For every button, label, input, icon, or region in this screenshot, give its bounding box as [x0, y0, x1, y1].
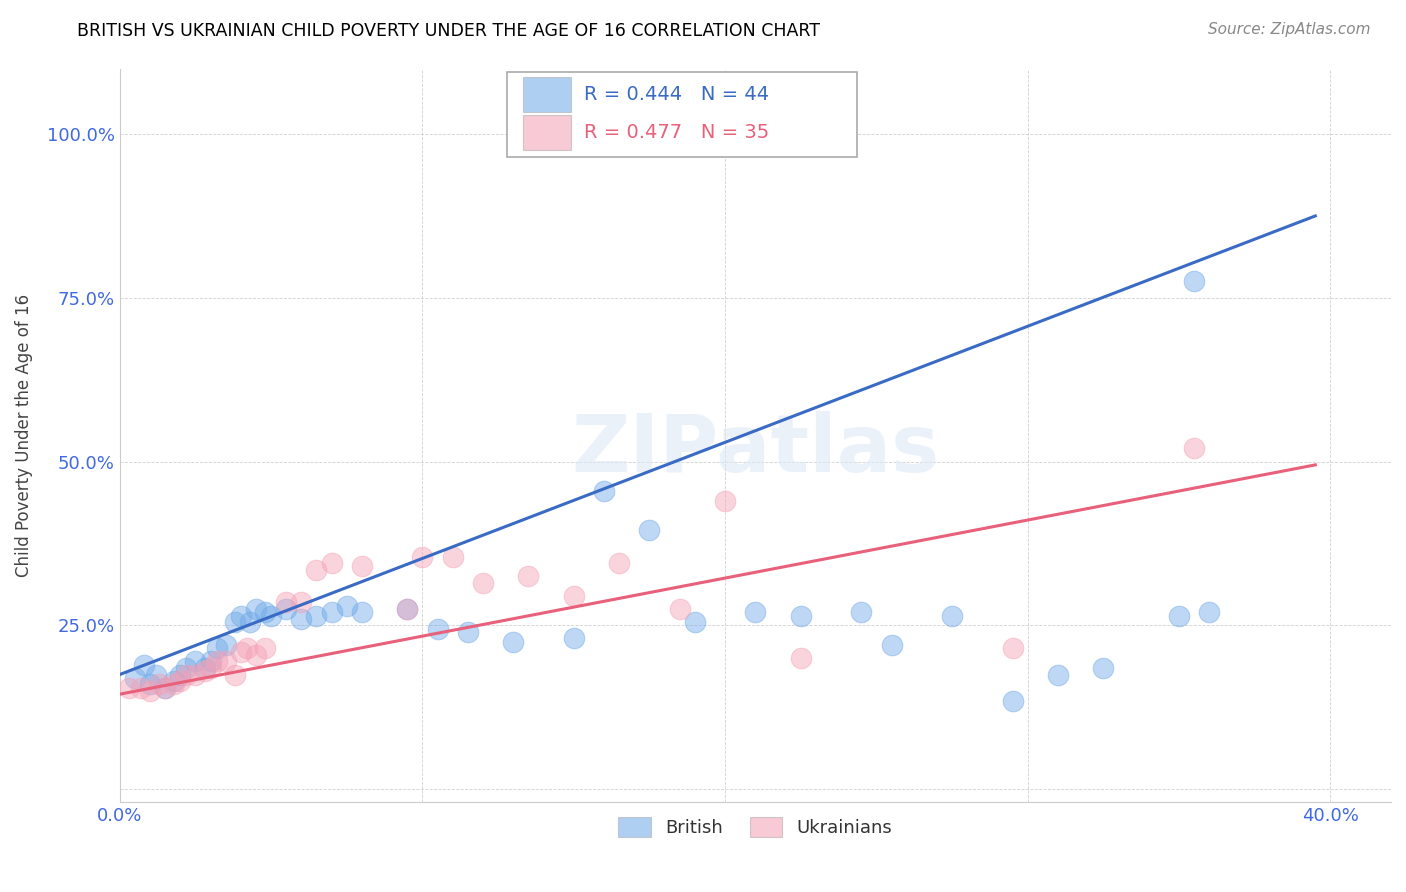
- British: [215, 638, 238, 652]
- British: [851, 605, 873, 619]
- British: [880, 638, 903, 652]
- Ukrainians: [562, 589, 585, 603]
- British: [132, 657, 155, 672]
- British: [124, 671, 146, 685]
- British: [224, 615, 246, 629]
- Text: ZIPatlas: ZIPatlas: [571, 411, 939, 489]
- British: [683, 615, 706, 629]
- Ukrainians: [153, 681, 176, 695]
- Ukrainians: [517, 569, 540, 583]
- Ukrainians: [396, 602, 419, 616]
- British: [205, 641, 228, 656]
- Ukrainians: [148, 677, 170, 691]
- Ukrainians: [184, 667, 207, 681]
- Ukrainians: [411, 549, 433, 564]
- Ukrainians: [350, 559, 373, 574]
- Ukrainians: [714, 494, 737, 508]
- British: [229, 608, 252, 623]
- Ukrainians: [169, 674, 191, 689]
- British: [350, 605, 373, 619]
- British: [290, 612, 312, 626]
- Ukrainians: [245, 648, 267, 662]
- British: [176, 661, 198, 675]
- Ukrainians: [254, 641, 277, 656]
- Ukrainians: [1001, 641, 1024, 656]
- British: [790, 608, 813, 623]
- Ukrainians: [305, 563, 328, 577]
- British: [396, 602, 419, 616]
- British: [638, 524, 661, 538]
- FancyBboxPatch shape: [508, 72, 858, 157]
- British: [1092, 661, 1115, 675]
- British: [254, 605, 277, 619]
- British: [305, 608, 328, 623]
- Ukrainians: [176, 667, 198, 681]
- Ukrainians: [668, 602, 690, 616]
- Ukrainians: [290, 595, 312, 609]
- British: [184, 654, 207, 668]
- Ukrainians: [441, 549, 464, 564]
- Ukrainians: [215, 654, 238, 668]
- British: [145, 667, 167, 681]
- Ukrainians: [236, 641, 259, 656]
- Ukrainians: [790, 651, 813, 665]
- British: [321, 605, 343, 619]
- Ukrainians: [1182, 442, 1205, 456]
- Ukrainians: [276, 595, 298, 609]
- Ukrainians: [205, 654, 228, 668]
- Text: R = 0.444   N = 44: R = 0.444 N = 44: [583, 85, 769, 103]
- Ukrainians: [200, 661, 222, 675]
- British: [562, 632, 585, 646]
- Ukrainians: [118, 681, 141, 695]
- British: [457, 624, 479, 639]
- Legend: British, Ukrainians: British, Ukrainians: [612, 809, 900, 845]
- Ukrainians: [321, 556, 343, 570]
- Text: BRITISH VS UKRAINIAN CHILD POVERTY UNDER THE AGE OF 16 CORRELATION CHART: BRITISH VS UKRAINIAN CHILD POVERTY UNDER…: [77, 22, 820, 40]
- British: [276, 602, 298, 616]
- British: [139, 677, 162, 691]
- British: [163, 674, 186, 689]
- British: [169, 667, 191, 681]
- British: [502, 634, 524, 648]
- British: [1198, 605, 1220, 619]
- Bar: [523, 115, 571, 150]
- British: [245, 602, 267, 616]
- British: [941, 608, 963, 623]
- Ukrainians: [229, 644, 252, 658]
- British: [1047, 667, 1070, 681]
- Ukrainians: [193, 665, 215, 679]
- Bar: [523, 77, 571, 112]
- Ukrainians: [472, 575, 495, 590]
- British: [593, 484, 616, 499]
- British: [1182, 275, 1205, 289]
- British: [153, 681, 176, 695]
- Ukrainians: [129, 681, 152, 695]
- British: [426, 622, 449, 636]
- British: [1001, 694, 1024, 708]
- British: [336, 599, 359, 613]
- British: [260, 608, 283, 623]
- British: [744, 605, 766, 619]
- British: [193, 661, 215, 675]
- British: [200, 654, 222, 668]
- Ukrainians: [224, 667, 246, 681]
- Text: R = 0.477   N = 35: R = 0.477 N = 35: [583, 123, 769, 142]
- British: [239, 615, 262, 629]
- Ukrainians: [139, 684, 162, 698]
- Ukrainians: [163, 677, 186, 691]
- Y-axis label: Child Poverty Under the Age of 16: Child Poverty Under the Age of 16: [15, 293, 32, 577]
- British: [1168, 608, 1191, 623]
- Ukrainians: [607, 556, 630, 570]
- Text: Source: ZipAtlas.com: Source: ZipAtlas.com: [1208, 22, 1371, 37]
